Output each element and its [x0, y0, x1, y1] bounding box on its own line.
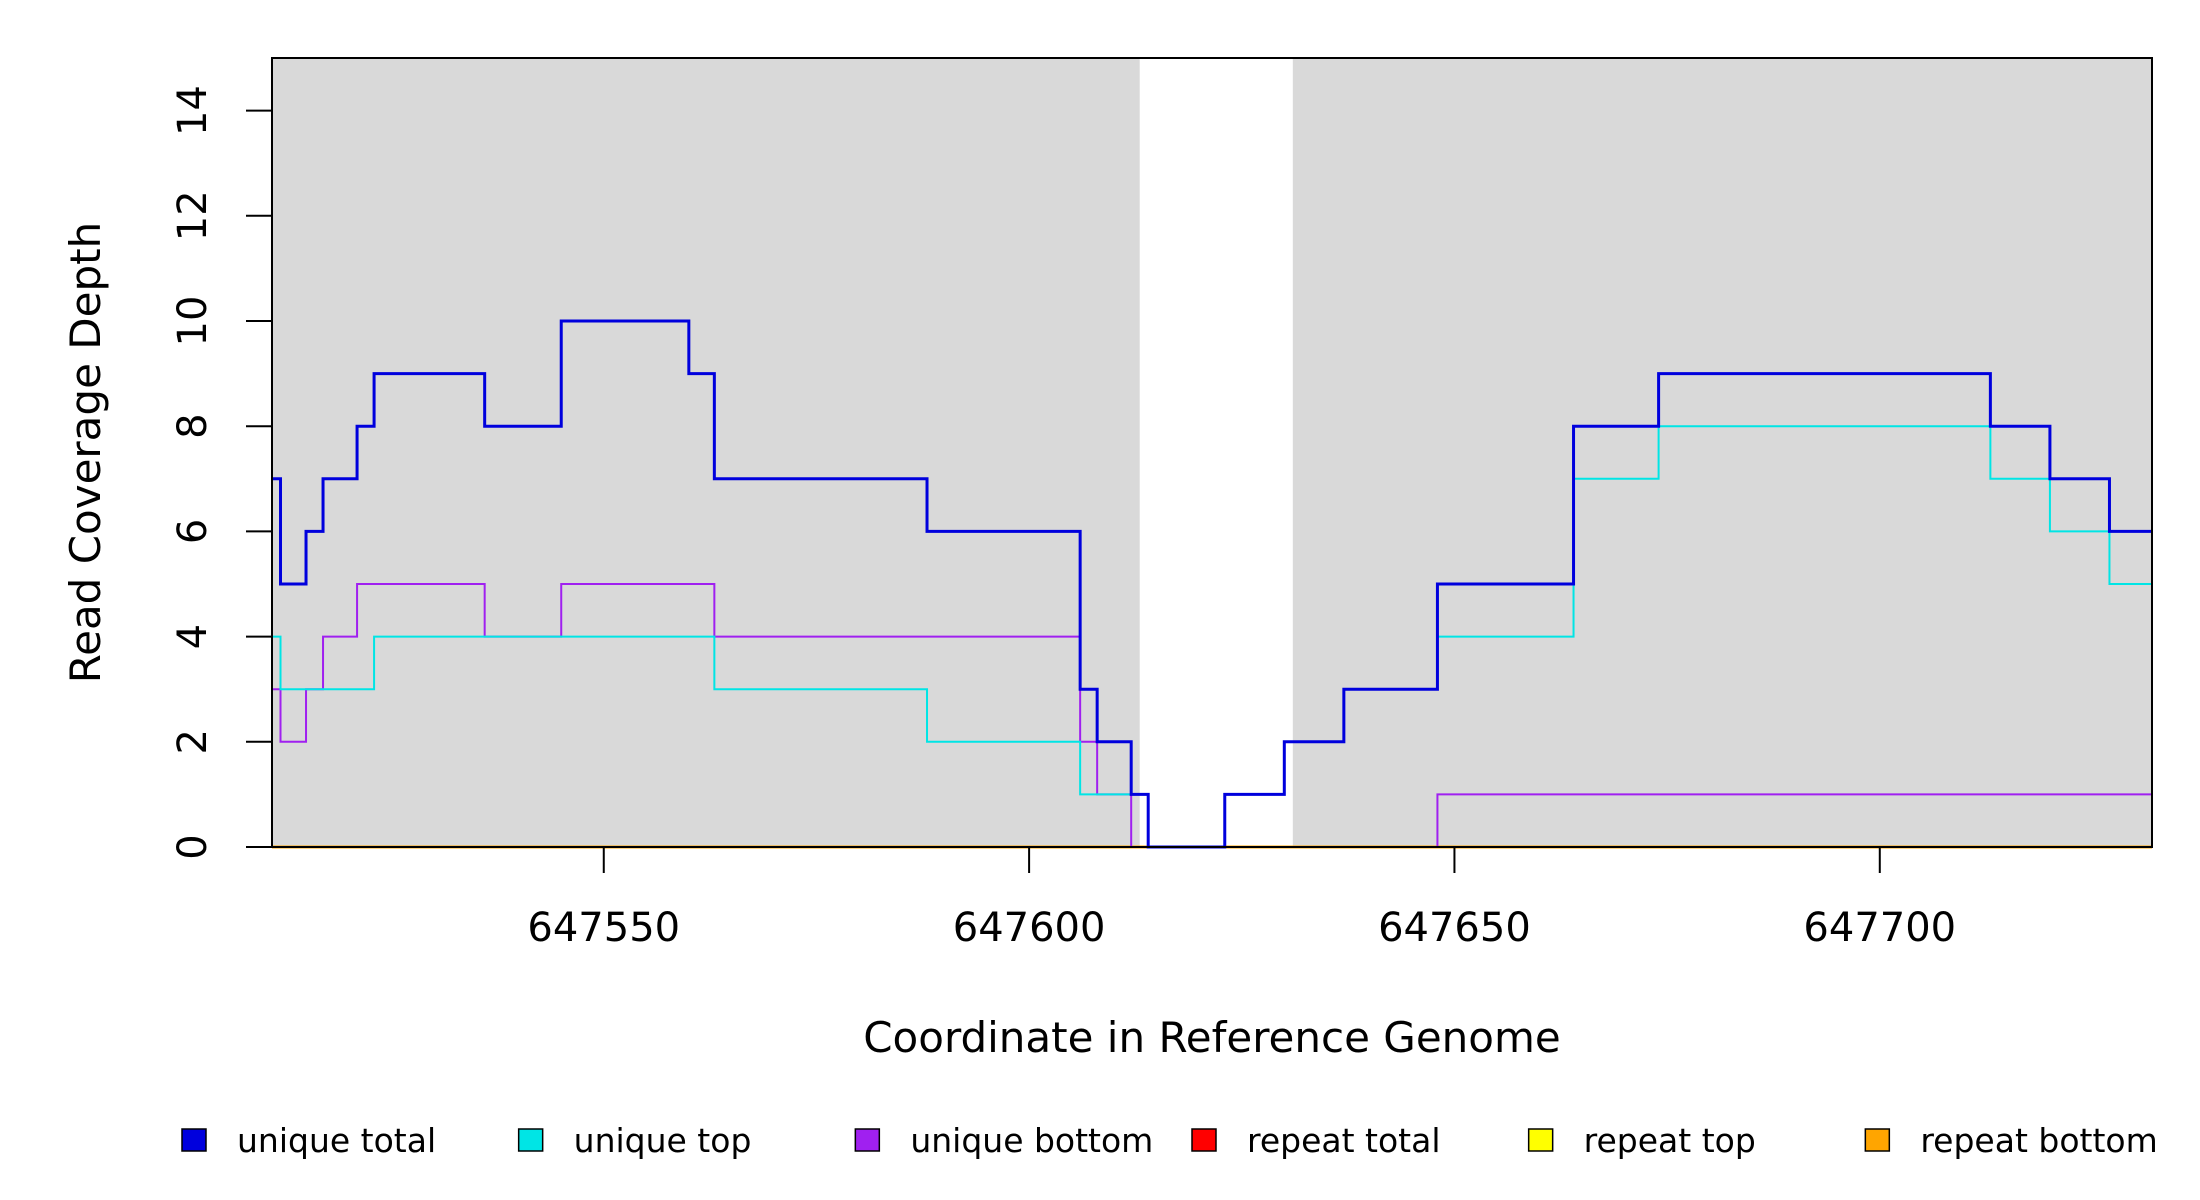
legend-swatch — [1527, 1128, 1554, 1152]
legend: unique total unique top unique bottom repea… — [181, 1121, 2158, 1160]
y-tick-label: 10 — [170, 296, 216, 347]
shaded-region-0 — [272, 58, 1140, 847]
legend-label: repeat total — [1247, 1121, 1441, 1160]
y-tick-label: 8 — [170, 413, 216, 438]
legend-swatch — [181, 1128, 207, 1152]
legend-label: unique bottom — [910, 1121, 1153, 1160]
shaded-regions — [272, 58, 2152, 847]
y-axis-title: Read Coverage Depth — [61, 222, 110, 683]
legend-swatch — [517, 1128, 544, 1152]
x-tick-label: 647700 — [1803, 905, 1956, 951]
x-tick-label: 647650 — [1378, 905, 1531, 951]
x-tick-label: 647600 — [953, 905, 1106, 951]
legend-swatch — [854, 1128, 881, 1152]
legend-swatch — [1191, 1128, 1217, 1152]
y-tick-label: 14 — [170, 85, 216, 136]
x-tick-label: 647550 — [527, 905, 680, 951]
y-tick-label: 0 — [170, 834, 216, 859]
y-tick-label: 2 — [170, 729, 216, 754]
series-line-unique-total — [272, 319, 2152, 849]
legend-swatch — [1864, 1128, 1891, 1152]
series-line-unique-bottom — [272, 583, 2152, 848]
y-tick-label: 12 — [170, 190, 216, 241]
legend-label: repeat bottom — [1920, 1121, 2157, 1160]
legend-label: repeat top — [1584, 1121, 1756, 1160]
y-tick-label: 6 — [170, 519, 216, 544]
legend-label: unique top — [574, 1121, 752, 1160]
legend-label: unique total — [237, 1121, 436, 1160]
x-axis-title: Coordinate in Reference Genome — [863, 1013, 1561, 1062]
y-tick-label: 4 — [170, 624, 216, 649]
axes: 647550 647600 647650 647700 0 2 4 6 8 10 12 14 — [170, 85, 1956, 951]
shaded-region-1 — [1292, 58, 2152, 847]
